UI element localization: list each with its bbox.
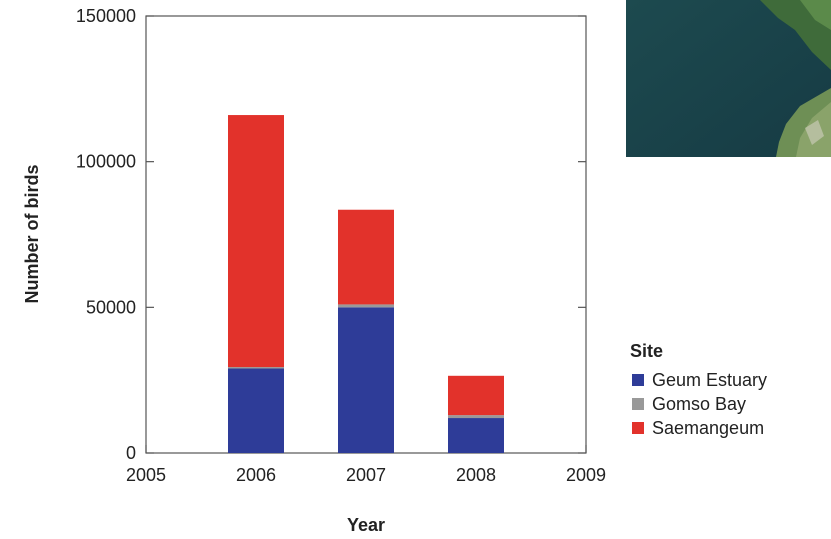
y-tick-label: 150000 bbox=[76, 6, 136, 26]
x-axis-ticks: 2005 2006 2007 2008 2009 bbox=[126, 445, 606, 485]
y-axis-title: Number of birds bbox=[22, 164, 42, 303]
bar-saemangeum-2007 bbox=[338, 209, 394, 305]
legend-swatch bbox=[632, 422, 644, 434]
legend-swatch bbox=[632, 374, 644, 386]
y-tick-label: 100000 bbox=[76, 152, 136, 172]
legend-swatch bbox=[632, 398, 644, 410]
x-tick-label: 2007 bbox=[346, 465, 386, 485]
y-axis-ticks: 0 50000 100000 150000 bbox=[76, 6, 586, 463]
bar-saemangeum-2008 bbox=[448, 375, 504, 416]
bar-gomso-bay-2007 bbox=[338, 304, 394, 308]
bar-gomso-bay-2008 bbox=[448, 415, 504, 419]
satellite-map-inset bbox=[626, 0, 831, 157]
legend-label: Geum Estuary bbox=[652, 370, 767, 390]
bar-geum-estuary-2008 bbox=[448, 418, 504, 453]
bar-saemangeum-2006 bbox=[228, 115, 284, 368]
x-tick-label: 2006 bbox=[236, 465, 276, 485]
bar-geum-estuary-2007 bbox=[338, 307, 394, 453]
y-tick-label: 0 bbox=[126, 443, 136, 463]
x-tick-label: 2008 bbox=[456, 465, 496, 485]
legend: Site Geum Estuary Gomso Bay Saemangeum bbox=[630, 341, 767, 438]
legend-title: Site bbox=[630, 341, 663, 361]
legend-label: Gomso Bay bbox=[652, 394, 746, 414]
bar-geum-estuary-2006 bbox=[228, 368, 284, 453]
x-tick-label: 2005 bbox=[126, 465, 166, 485]
x-tick-label: 2009 bbox=[566, 465, 606, 485]
stacked-bars bbox=[228, 115, 504, 453]
y-tick-label: 50000 bbox=[86, 297, 136, 317]
x-axis-title: Year bbox=[347, 515, 385, 535]
legend-label: Saemangeum bbox=[652, 418, 764, 438]
bar-gomso-bay-2006 bbox=[228, 367, 284, 369]
